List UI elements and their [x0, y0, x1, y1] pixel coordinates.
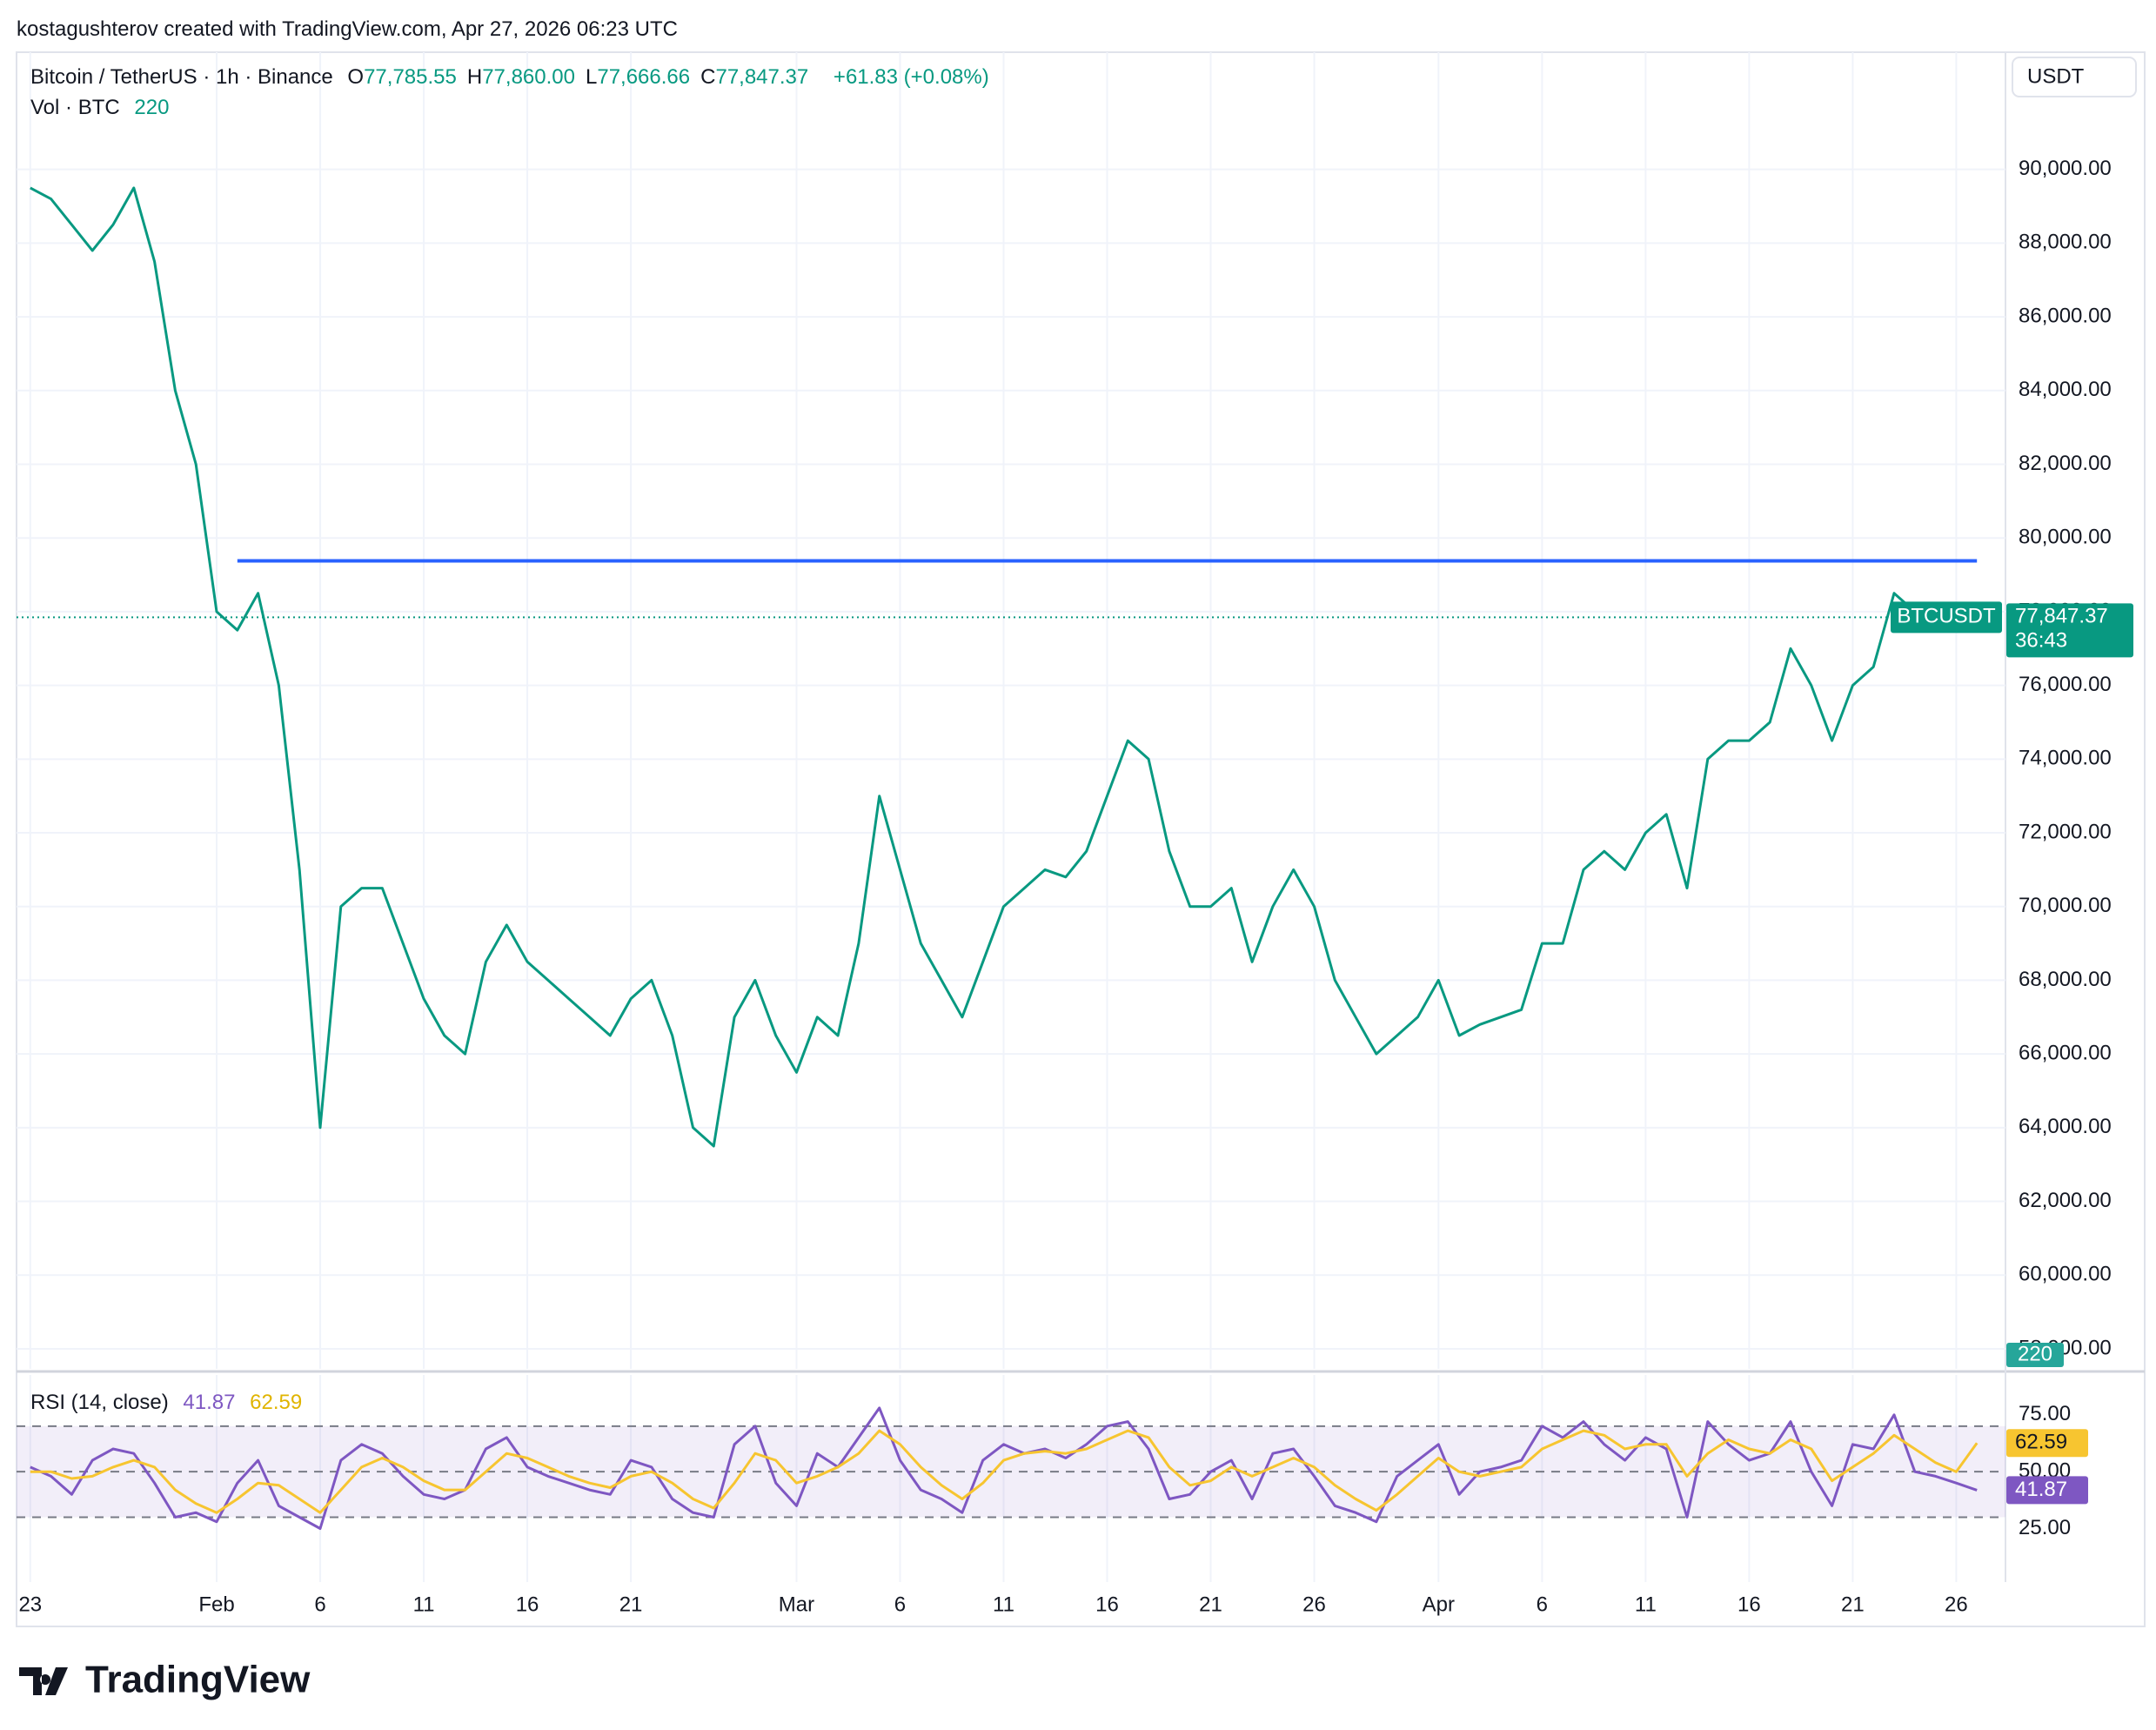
price-badge-label: 77,847.37 [2015, 605, 2108, 628]
symbol-badge-label: BTCUSDT [1897, 605, 1996, 628]
x-tick-label: 11 [413, 1593, 435, 1616]
rsi-badge [2006, 1476, 2088, 1505]
y-tick-label: 70,000.00 [2019, 894, 2112, 917]
x-tick-label: 6 [1537, 1593, 1548, 1616]
volume-badge [2006, 1343, 2064, 1367]
x-tick-label: 11 [1635, 1593, 1657, 1616]
y-tick-label: 86,000.00 [2019, 304, 2112, 327]
rsi-badge-label: 41.87 [2015, 1478, 2067, 1501]
rsi-tick-label: 75.00 [2019, 1402, 2071, 1425]
x-tick-label: 21 [619, 1593, 643, 1616]
y-tick-label: 80,000.00 [2019, 526, 2112, 549]
ohlc-value: 77,785.55 [364, 65, 457, 89]
x-tick-label: 11 [993, 1593, 1014, 1616]
change: +61.83 (+0.08%) [833, 65, 989, 89]
ohlc-value: 77,860.00 [482, 65, 575, 89]
ohlc-value: 77,847.37 [715, 65, 809, 89]
ohlc-key: L [585, 65, 598, 89]
ohlc: O77,785.55 H77,860.00 L77,666.66 C77,847.37 [347, 65, 819, 89]
x-tick-label: 26 [1302, 1593, 1326, 1616]
x-tick-label: 21 [1199, 1593, 1222, 1616]
currency-button[interactable] [2012, 57, 2137, 97]
x-tick-label: Mar [779, 1593, 814, 1616]
volume-value: 220 [134, 96, 170, 119]
ohlc-key: H [466, 65, 483, 89]
rsi-tick-label: 25.00 [2019, 1516, 2071, 1539]
rsi-line [30, 1406, 1978, 1530]
symbol-badge [1891, 601, 2002, 634]
currency-label[interactable]: USDT [2027, 64, 2085, 88]
rsi-line [30, 1429, 1979, 1514]
y-tick-label: 72,000.00 [2019, 820, 2112, 843]
countdown: 36:43 [2015, 629, 2067, 653]
volume-legend: Vol · BTC 220 [30, 96, 177, 120]
price-line [30, 186, 1978, 1148]
x-tick-label: 16 [1738, 1593, 1761, 1616]
y-tick-label: 62,000.00 [2019, 1189, 2112, 1212]
y-tick-label: 82,000.00 [2019, 452, 2112, 475]
logo-text: TradingView [85, 1659, 311, 1701]
x-tick-label: 6 [314, 1593, 325, 1616]
x-tick-label: 16 [516, 1593, 539, 1616]
x-tick-label: 16 [1095, 1593, 1119, 1616]
ohlc-value: 77,666.66 [597, 65, 691, 89]
x-tick-label: Apr [1423, 1593, 1455, 1616]
y-tick-label: 64,000.00 [2019, 1115, 2112, 1138]
rsi-badge-label: 62.59 [2015, 1431, 2067, 1454]
rsi-value: 41.87 [183, 1391, 236, 1414]
y-tick-label: 90,000.00 [2019, 157, 2112, 180]
ohlc-key: O [347, 65, 365, 89]
x-tick-label: 23 [18, 1593, 42, 1616]
attribution: kostagushterov created with TradingView.… [17, 17, 678, 41]
y-tick-label: 76,000.00 [2019, 673, 2112, 696]
x-tick-label: Feb [198, 1593, 234, 1616]
y-tick-label: 68,000.00 [2019, 968, 2112, 991]
y-tick-label: 88,000.00 [2019, 231, 2112, 254]
chart-frame [16, 51, 2146, 1627]
volume-title: Vol · BTC [30, 96, 120, 119]
y-tick-label: 74,000.00 [2019, 747, 2112, 770]
ohlc-key: C [700, 65, 716, 89]
x-tick-label: 21 [1841, 1593, 1865, 1616]
logo-icon [19, 1667, 68, 1695]
rsi-ma-value: 62.59 [250, 1391, 303, 1414]
x-tick-label: 6 [894, 1593, 906, 1616]
y-tick-label: 66,000.00 [2019, 1041, 2112, 1064]
legend: Bitcoin / TetherUS · 1h · Binance O77,78… [30, 65, 998, 90]
logo: TradingView [19, 1659, 311, 1701]
y-tick-label: 84,000.00 [2019, 378, 2112, 401]
rsi-title: RSI (14, close) [30, 1391, 169, 1414]
symbol-title: Bitcoin / TetherUS · 1h · Binance [30, 65, 333, 89]
rsi-badge [2006, 1429, 2088, 1458]
x-tick-label: 26 [1945, 1593, 1968, 1616]
rsi-legend: RSI (14, close) 41.87 62.59 [30, 1391, 311, 1415]
volume-badge-label: 220 [2018, 1342, 2052, 1365]
price-badge [2006, 603, 2133, 658]
y-tick-label: 60,000.00 [2019, 1263, 2112, 1286]
